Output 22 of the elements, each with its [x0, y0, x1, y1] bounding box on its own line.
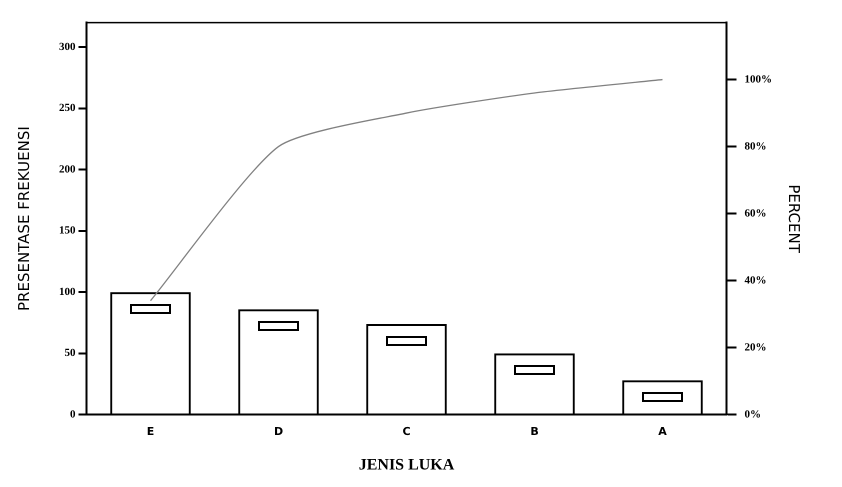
- y2-tick-label: 80%: [744, 140, 766, 152]
- y-axis-title: PRESENTASE FREKUENSI: [14, 126, 33, 311]
- y2-tick-label: 100%: [744, 73, 772, 86]
- y-tick-label: 250: [59, 102, 76, 114]
- x-tick-label: B: [530, 425, 539, 438]
- y-tick-label: 150: [59, 224, 76, 237]
- y2-tick-label: 0%: [744, 408, 761, 420]
- y-tick-label: 100: [59, 286, 76, 298]
- line-series: [150, 78, 664, 302]
- x-tick-label: A: [658, 425, 668, 438]
- y2-axis-title: PERCENT: [785, 184, 804, 254]
- x-tick-label: E: [146, 425, 154, 438]
- y2-tick-label: 40%: [744, 274, 766, 286]
- y-tick-label: 0: [70, 408, 76, 420]
- y-tick-label: 200: [59, 163, 76, 176]
- y-tick-label: 300: [59, 40, 76, 53]
- x-tick-label: D: [274, 425, 284, 438]
- y-tick-label: 50: [64, 347, 76, 360]
- x-tick-label: C: [402, 425, 411, 438]
- y2-tick-label: 20%: [744, 341, 766, 354]
- y2-tick-label: 60%: [744, 207, 766, 220]
- x-axis-title: JENIS LUKA: [358, 456, 455, 474]
